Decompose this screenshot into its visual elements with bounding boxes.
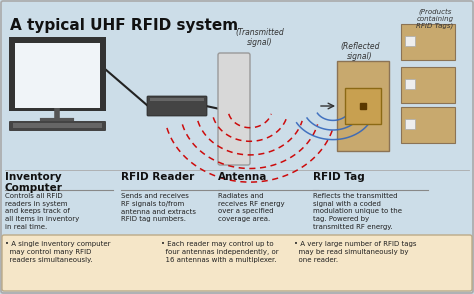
FancyBboxPatch shape xyxy=(350,93,376,119)
Text: Controls all RFID
readers in system
and keeps track of
all items in inventory
in: Controls all RFID readers in system and … xyxy=(5,193,79,230)
Text: (Transmitted
signal): (Transmitted signal) xyxy=(236,28,284,47)
Text: • A very large number of RFID tags
  may be read simultaneously by
  one reader.: • A very large number of RFID tags may b… xyxy=(294,241,416,263)
FancyBboxPatch shape xyxy=(9,37,106,111)
Text: Antenna: Antenna xyxy=(218,172,267,182)
FancyBboxPatch shape xyxy=(147,96,207,116)
FancyBboxPatch shape xyxy=(401,67,455,103)
FancyBboxPatch shape xyxy=(150,98,204,101)
FancyBboxPatch shape xyxy=(405,79,415,89)
Text: Radiates and
receives RF energy
over a specified
coverage area.: Radiates and receives RF energy over a s… xyxy=(218,193,285,222)
Text: (Reﬂected
signal): (Reﬂected signal) xyxy=(340,42,380,61)
FancyBboxPatch shape xyxy=(354,97,372,115)
FancyBboxPatch shape xyxy=(9,121,106,131)
FancyBboxPatch shape xyxy=(218,53,250,165)
FancyBboxPatch shape xyxy=(15,43,100,108)
Text: • Each reader may control up to
  four antennas independently, or
  16 antennas : • Each reader may control up to four ant… xyxy=(161,241,279,263)
Text: Reflects the transmitted
signal with a coded
modulation unique to the
tag. Power: Reflects the transmitted signal with a c… xyxy=(313,193,402,230)
Text: A typical UHF RFID system: A typical UHF RFID system xyxy=(10,18,238,33)
FancyBboxPatch shape xyxy=(358,101,368,111)
FancyBboxPatch shape xyxy=(401,107,455,143)
FancyBboxPatch shape xyxy=(405,36,415,46)
Text: Sends and receives
RF signals to/from
antenna and extracts
RFID tag numbers.: Sends and receives RF signals to/from an… xyxy=(121,193,196,222)
Text: (Products
containing
RFID Tags): (Products containing RFID Tags) xyxy=(416,8,454,29)
FancyBboxPatch shape xyxy=(401,24,455,60)
FancyBboxPatch shape xyxy=(405,119,415,129)
FancyBboxPatch shape xyxy=(2,235,472,291)
FancyBboxPatch shape xyxy=(345,88,381,124)
Text: Inventory
Computer: Inventory Computer xyxy=(5,172,63,193)
Text: RFID Reader: RFID Reader xyxy=(121,172,194,182)
Text: • A single inventory computer
  may control many RFID
  readers simultaneously.: • A single inventory computer may contro… xyxy=(5,241,110,263)
FancyBboxPatch shape xyxy=(13,123,102,128)
Text: RFID Tag: RFID Tag xyxy=(313,172,365,182)
FancyBboxPatch shape xyxy=(337,61,389,151)
